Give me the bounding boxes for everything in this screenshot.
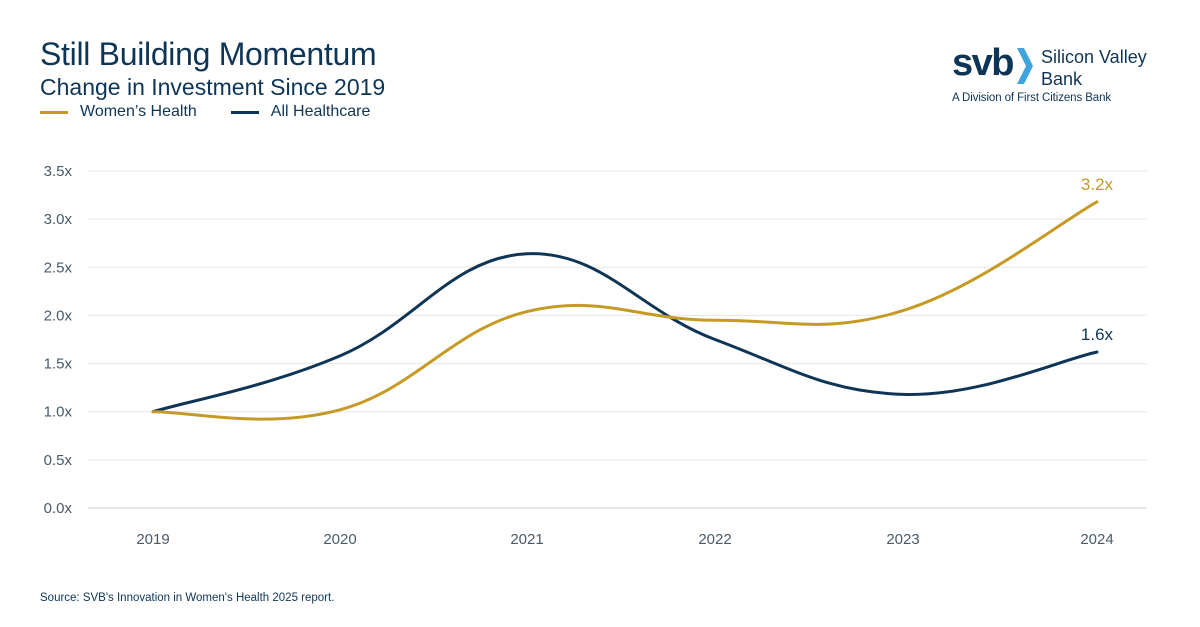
x-tick-label: 2022 <box>698 531 731 548</box>
logo-wordmark: svb <box>952 42 1014 84</box>
x-tick-label: 2019 <box>136 531 169 548</box>
x-tick-label: 2021 <box>510 531 543 548</box>
legend-item-all-healthcare: All Healthcare <box>230 103 371 121</box>
logo-division: A Division of First Citizens Bank <box>952 92 1112 104</box>
x-tick-label: 2020 <box>323 531 356 548</box>
legend-swatch-all-healthcare <box>230 110 259 114</box>
end-label-all-healthcare: 1.6x <box>1081 325 1114 344</box>
y-tick-label: 2.5x <box>44 259 73 276</box>
y-tick-label: 0.0x <box>44 500 73 517</box>
svb-logo: svb Silicon Valley Bank A Division of Fi… <box>952 44 1147 104</box>
chart-title: Still Building Momentum <box>40 36 377 72</box>
y-tick-label: 2.0x <box>44 307 73 324</box>
legend: Women’s Health All Healthcare <box>40 103 404 121</box>
chevron-right-icon <box>1016 48 1033 84</box>
x-tick-label: 2023 <box>886 531 919 548</box>
legend-swatch-womens-health <box>40 110 68 114</box>
x-tick-label: 2024 <box>1080 531 1113 548</box>
source-note: Source: SVB's Innovation in Women's Heal… <box>40 592 335 604</box>
y-tick-label: 3.5x <box>44 163 73 180</box>
series-line-womens-health <box>151 200 1099 421</box>
legend-item-womens-health: Women’s Health <box>40 103 197 121</box>
legend-label-all-healthcare: All Healthcare <box>270 103 371 120</box>
y-tick-label: 1.0x <box>44 404 73 421</box>
y-tick-label: 3.0x <box>44 211 73 228</box>
series-line-all-healthcare <box>151 252 1099 414</box>
y-tick-label: 1.5x <box>44 356 73 373</box>
logo-name-line2: Bank <box>1040 69 1083 89</box>
legend-label-womens-health: Women’s Health <box>80 103 197 120</box>
logo-name-line1: Silicon Valley <box>1040 47 1147 67</box>
y-tick-label: 0.5x <box>44 452 73 469</box>
chart-subtitle: Change in Investment Since 2019 <box>40 74 386 100</box>
end-label-womens-health: 3.2x <box>1081 175 1114 194</box>
